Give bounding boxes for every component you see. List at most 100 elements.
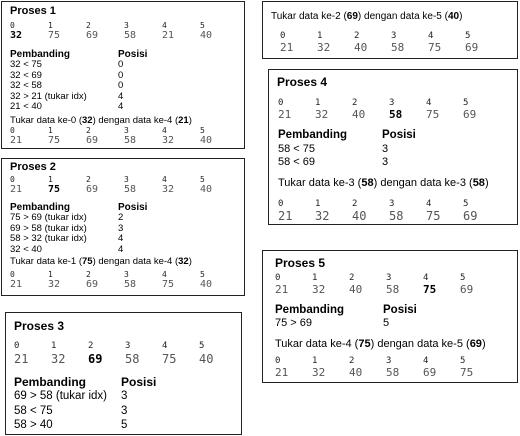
proses-3-title: Proses 3 [14,319,65,333]
index-cell-5: 5 [200,270,205,279]
value-cell-2: 69 [86,30,99,41]
index-cell-4: 4 [428,31,434,41]
value-cell-3: 58 [386,283,400,296]
proses-4-panel: Proses 4 Pembanding Posisi Tukar data ke… [268,69,518,225]
value-cell-0: 21 [10,184,23,195]
index-cell-4: 4 [423,356,429,366]
index-cell-1: 1 [317,31,323,41]
index-cell-2: 2 [349,356,355,366]
index-cell-5: 5 [463,199,469,209]
proses-3-swap-note: Tukar data ke-2 (69) dengan data ke-5 (4… [271,11,463,22]
value-cell-1: 32 [48,279,61,290]
index-cell-2: 2 [86,270,91,279]
index-cell-4: 4 [423,273,429,283]
index-cell-2: 2 [86,175,91,184]
proses-2-swap-note: Tukar data ke-1 (75) dengan data ke-4 (3… [10,256,192,267]
value-cell-0: 21 [14,352,29,366]
value-cell-1: 32 [317,41,331,54]
value-cell-0: 21 [275,366,289,379]
value-cell-1: 32 [51,352,66,366]
index-cell-0: 0 [278,199,284,209]
value-cell-2: 40 [349,366,363,379]
index-cell-2: 2 [349,273,355,283]
index-cell-2: 2 [86,126,91,135]
value-cell-2: 69 [88,352,103,366]
value-cell-5: 69 [465,41,479,54]
index-cell-3: 3 [124,21,129,30]
value-cell-3: 58 [386,366,400,379]
index-cell-1: 1 [315,98,321,108]
value-cell-3: 58 [124,30,137,41]
proses-1-swap-note: Tukar data ke-0 (32) dengan data ke-4 (2… [10,115,192,126]
index-cell-3: 3 [124,126,129,135]
proses-5-pembanding-header: Pembanding [275,304,345,316]
proses-4-swap-note: Tukar data ke-3 (58) dengan data ke-3 (5… [278,177,489,189]
value-cell-5: 69 [463,108,477,121]
value-cell-4: 75 [162,352,177,366]
value-cell-2: 40 [349,283,363,296]
index-cell-0: 0 [10,270,15,279]
proses-3-swap-panel: Tukar data ke-2 (69) dengan data ke-5 (4… [262,1,518,59]
index-cell-3: 3 [391,31,397,41]
index-cell-2: 2 [88,341,94,351]
index-cell-3: 3 [386,356,392,366]
value-cell-2: 69 [86,184,99,195]
value-cell-5: 75 [460,366,474,379]
index-cell-3: 3 [125,341,131,351]
value-cell-4: 75 [426,209,441,223]
proses-5-swap-note: Tukar data ke-4 (75) dengan data ke-5 (6… [275,338,486,350]
proses-4-pembanding-header: Pembanding [278,129,348,141]
proses-2-panel: Proses 2 Pembanding Posisi Tukar data ke… [1,158,245,296]
comparison-expression: 58 > 40 [14,419,53,431]
value-cell-5: 40 [200,184,213,195]
comparison-expression: 21 < 40 [10,101,42,112]
value-cell-2: 69 [86,279,99,290]
comparison-expression: 58 < 75 [14,404,53,417]
proses-5-posisi-header: Posisi [383,304,417,316]
value-cell-1: 32 [315,209,330,223]
index-cell-1: 1 [51,341,57,351]
index-cell-5: 5 [200,175,205,184]
proses-5-panel: Proses 5 Pembanding Posisi Tukar data ke… [262,250,518,383]
index-cell-4: 4 [426,98,432,108]
value-cell-1: 75 [48,184,61,195]
value-cell-0: 21 [10,279,23,290]
index-cell-5: 5 [465,31,471,41]
value-cell-4: 32 [162,135,175,146]
value-cell-4: 69 [423,366,437,379]
proses-5-title: Proses 5 [275,256,326,270]
proses-1-posisi-header: Posisi [118,49,148,60]
comparison-position: 4 [118,101,124,112]
index-cell-4: 4 [162,175,167,184]
comparison-expression: 32 < 40 [10,243,42,255]
index-cell-0: 0 [280,31,286,41]
proses-2-pembanding-header: Pembanding [10,202,71,213]
index-cell-0: 0 [278,98,284,108]
index-cell-0: 0 [14,341,20,351]
comparison-position: 4 [118,90,124,102]
value-cell-5: 40 [199,352,214,366]
index-cell-3: 3 [124,175,129,184]
comparison-expression: 69 > 58 (tukar idx) [14,390,108,402]
value-cell-3: 58 [389,209,404,223]
index-cell-3: 3 [389,98,395,108]
value-cell-2: 40 [352,209,367,223]
proses-1-panel: Proses 1 Pembanding Posisi Tukar data ke… [1,1,245,149]
index-cell-0: 0 [10,175,15,184]
value-cell-1: 32 [315,108,329,121]
proses-4-posisi-header: Posisi [382,129,416,141]
value-cell-4: 32 [162,184,175,195]
proses-1-title: Proses 1 [10,5,56,17]
index-cell-4: 4 [162,126,167,135]
index-cell-5: 5 [199,341,205,351]
comparison-position: 4 [118,243,124,255]
index-cell-0: 0 [275,356,281,366]
proses-3-pembanding-header: Pembanding [14,375,87,389]
index-cell-3: 3 [389,199,395,209]
index-cell-0: 0 [10,21,15,30]
index-cell-0: 0 [10,126,15,135]
value-cell-3: 58 [389,108,403,121]
proses-2-title: Proses 2 [10,161,56,173]
value-cell-1: 75 [48,135,61,146]
comparison-position: 4 [118,233,124,244]
